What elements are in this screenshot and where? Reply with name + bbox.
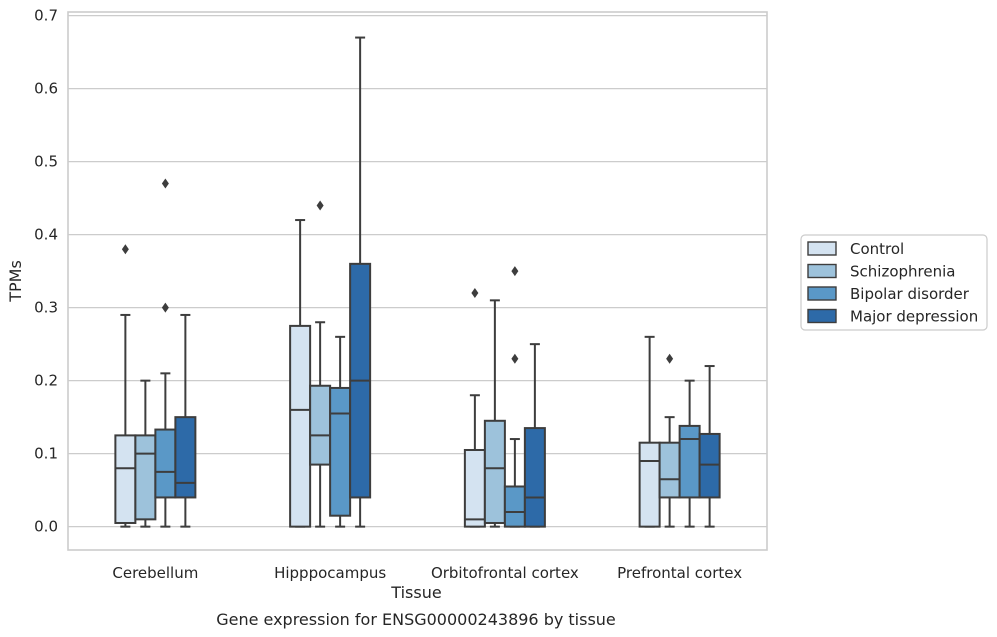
y-tick-label: 0.0 xyxy=(34,518,58,536)
box-control xyxy=(114,244,137,528)
plot-frame xyxy=(67,11,768,551)
legend-frame xyxy=(800,234,988,331)
outlier-point xyxy=(511,266,519,277)
iqr-box xyxy=(483,419,506,524)
legend-label: Bipolar disorder xyxy=(850,285,970,303)
iqr-box xyxy=(114,434,137,524)
iqr-box xyxy=(503,485,526,528)
outlier-point xyxy=(161,302,169,313)
box-bipolar-disorder xyxy=(678,379,701,528)
outlier-point xyxy=(161,178,169,189)
x-tick-label: Hipppocampus xyxy=(274,564,386,582)
x-axis-label: Tissue xyxy=(390,583,441,602)
outlier-point xyxy=(316,200,324,211)
x-tick-labels: Cerebellum Hipppocampus Orbitofrontal cort… xyxy=(112,564,742,582)
iqr-box xyxy=(523,427,546,528)
iqr-box xyxy=(309,384,332,466)
y-tick-label: 0.5 xyxy=(34,153,58,171)
y-tick-label: 0.4 xyxy=(34,226,58,244)
iqr-box xyxy=(678,424,701,499)
iqr-box xyxy=(698,432,721,499)
y-tick-label: 0.6 xyxy=(34,80,58,98)
legend-label: Major depression xyxy=(850,308,978,326)
outlier-point xyxy=(511,353,519,364)
x-tick-label: Prefrontal cortex xyxy=(617,564,742,582)
iqr-box xyxy=(638,441,661,528)
iqr-box xyxy=(154,428,177,499)
box-schizophrenia xyxy=(658,353,681,528)
x-tick-label: Cerebellum xyxy=(112,564,198,582)
iqr-box xyxy=(174,416,197,499)
box-major-depression xyxy=(523,343,546,528)
outlier-point xyxy=(666,353,674,364)
iqr-box xyxy=(329,386,352,517)
outlier-point xyxy=(121,244,129,255)
box-major-depression xyxy=(174,313,197,528)
box-major-depression xyxy=(698,365,721,528)
iqr-box xyxy=(289,324,312,528)
box-groups xyxy=(114,36,721,528)
legend: Control Schizophrenia Bipolar disorder Majo… xyxy=(800,234,988,331)
box-control xyxy=(463,288,486,528)
figure-caption: Gene expression for ENSG00000243896 by t… xyxy=(216,610,616,629)
y-axis-label: TPMs xyxy=(6,260,25,303)
box-major-depression xyxy=(349,36,372,528)
legend-swatch xyxy=(807,241,837,256)
iqr-box xyxy=(658,441,681,499)
box-schizophrenia xyxy=(483,299,506,528)
outlier-point xyxy=(471,288,479,299)
box-control xyxy=(289,219,312,528)
legend-label: Control xyxy=(850,240,904,258)
x-tick-label: Orbitofrontal cortex xyxy=(431,564,579,582)
iqr-box xyxy=(134,434,157,521)
legend-label: Schizophrenia xyxy=(850,263,955,281)
box-bipolar-disorder xyxy=(154,178,177,528)
y-tick-label: 0.3 xyxy=(34,299,58,317)
y-tick-label: 0.1 xyxy=(34,445,58,463)
legend-swatch xyxy=(807,286,837,301)
box-control xyxy=(638,335,661,528)
y-tick-label: 0.7 xyxy=(34,7,58,25)
y-tick-label: 0.2 xyxy=(34,372,58,390)
box-bipolar-disorder xyxy=(503,266,526,528)
y-tick-labels: 0.0 0.1 0.2 0.3 0.4 0.5 0.6 0.7 xyxy=(34,7,58,536)
box-schizophrenia xyxy=(134,379,157,528)
iqr-box xyxy=(463,448,486,528)
legend-swatch xyxy=(807,308,837,324)
box-schizophrenia xyxy=(309,200,332,528)
box-bipolar-disorder xyxy=(329,335,352,528)
legend-swatch xyxy=(807,263,837,279)
